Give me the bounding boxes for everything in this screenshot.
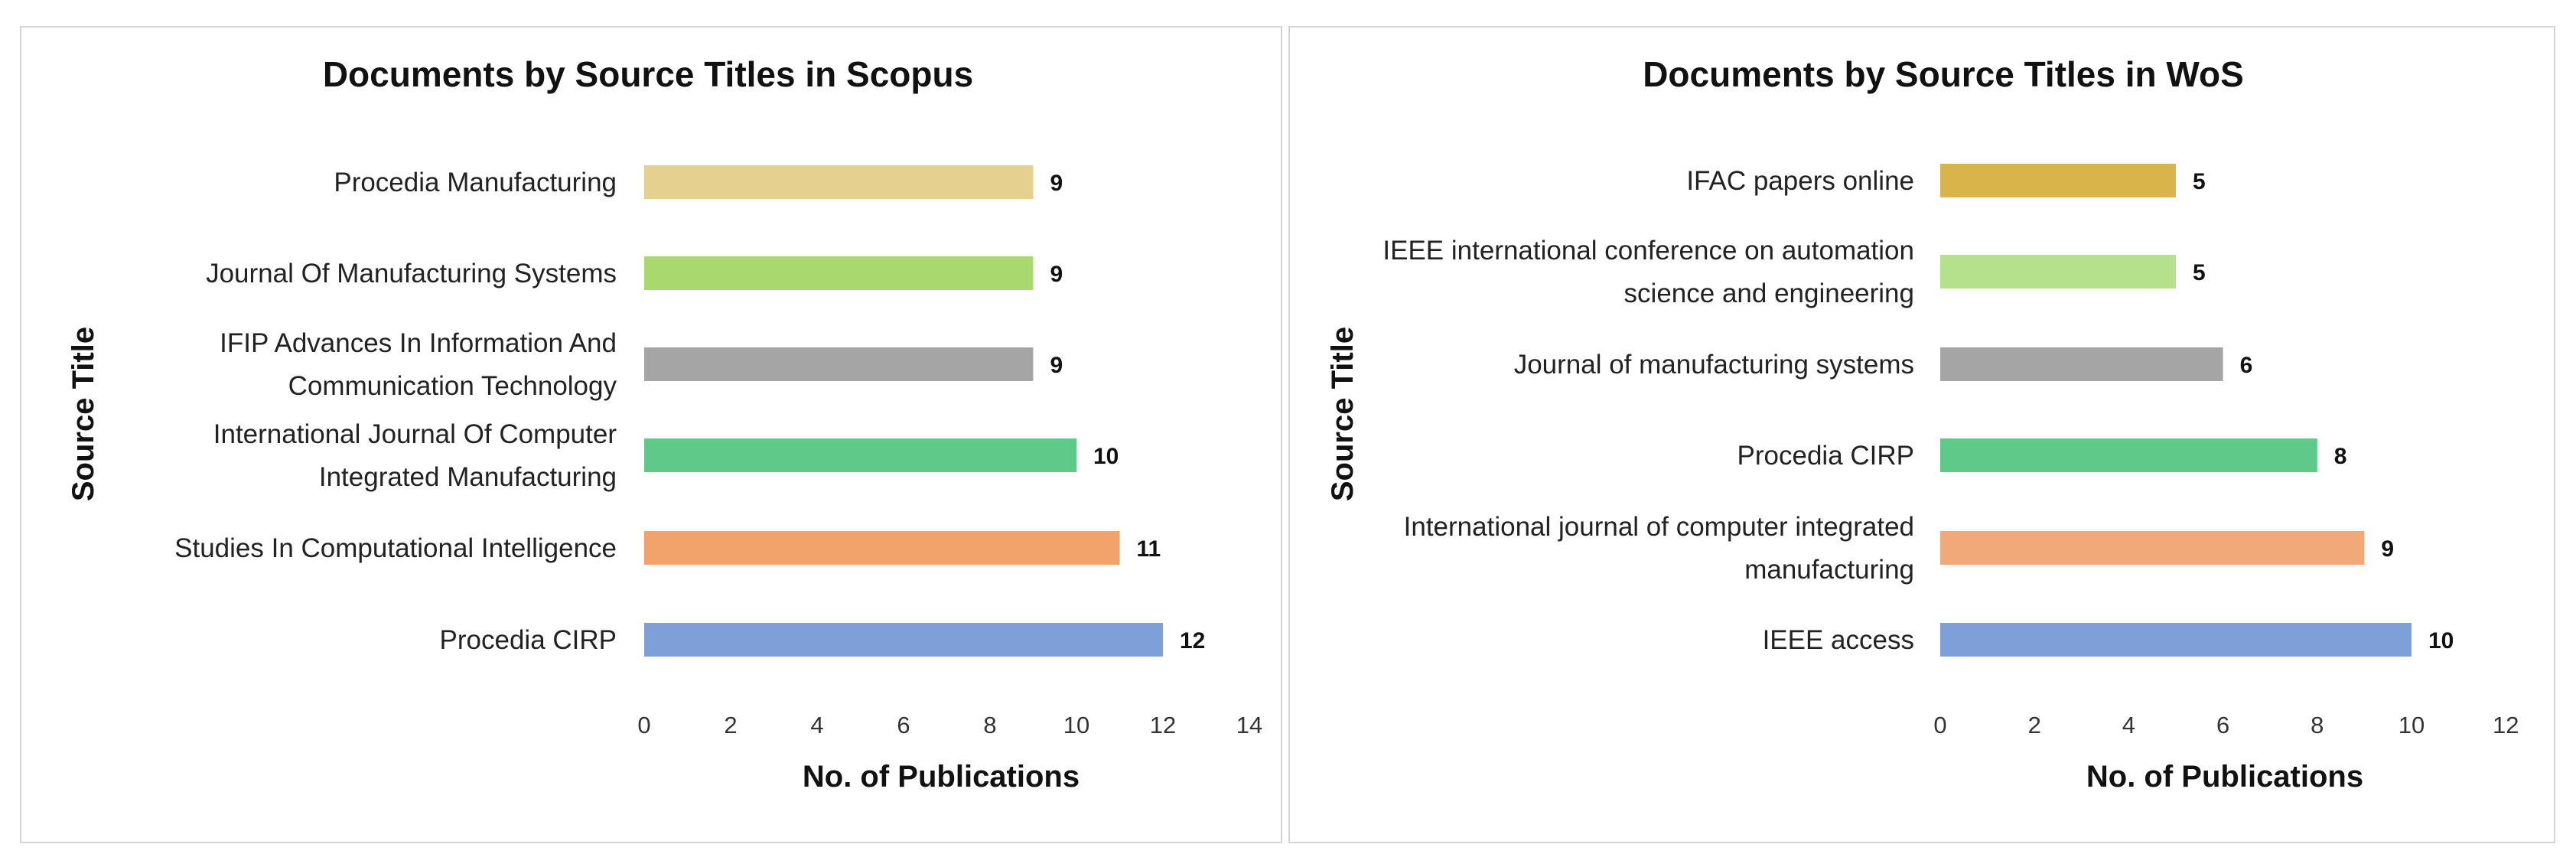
scopus-bar [644,256,1034,290]
wos-x-tick-label: 6 [2216,712,2229,738]
scopus-bar [644,347,1034,381]
scopus-x-tick-label: 12 [1150,712,1176,738]
wos-bar-value-label: 5 [2193,260,2206,285]
scopus-bar-value-label: 9 [1050,353,1063,378]
scopus-chart-panel [20,26,1282,843]
scopus-bar-value-label: 9 [1050,171,1063,196]
wos-chart-title: Documents by Source Titles in WoS [1643,54,2244,94]
scopus-x-tick-label: 4 [810,712,823,738]
scopus-category-label: Procedia CIRP [440,625,617,655]
wos-x-tick-label: 2 [2028,712,2041,738]
scopus-chart-title: Documents by Source Titles in Scopus [323,54,973,94]
wos-bar-value-label: 10 [2428,628,2454,654]
scopus-bar [644,438,1076,472]
wos-x-tick-label: 12 [2493,712,2519,738]
wos-category-label: IEEE international conference on automat… [1382,236,1914,308]
wos-y-axis-label: Source Title [1326,327,1360,501]
wos-bar [1940,623,2412,657]
wos-bar-value-label: 6 [2240,353,2253,378]
scopus-bar-value-label: 9 [1050,262,1063,287]
wos-x-tick-label: 0 [1933,712,1946,738]
wos-bar [1940,255,2176,288]
scopus-category-label: Studies In Computational Intelligence [174,533,617,563]
scopus-category-label: Procedia Manufacturing [334,168,617,197]
scopus-bar [644,623,1163,657]
wos-x-tick-label: 8 [2311,712,2324,738]
scopus-bar [644,165,1034,199]
scopus-category-label: IFIP Advances In Information And Communic… [220,328,617,401]
scopus-x-tick-label: 14 [1236,712,1262,738]
wos-category-label: Procedia CIRP [1737,441,1914,471]
wos-bar-value-label: 5 [2193,169,2206,194]
scopus-chart-marks: 0 2 4 6 8 10 12 14 9 Procedia Manufacturing 9 Journ… [174,165,1262,738]
wos-category-label: International journal of computer integr… [1404,512,1914,585]
scopus-x-tick-label: 2 [724,712,737,738]
scopus-category-label: International Journal Of Computer Integra… [213,419,617,492]
wos-x-axis-label: No. of Publications [2086,760,2363,794]
scopus-x-tick-label: 10 [1063,712,1089,738]
wos-x-tick-label: 4 [2122,712,2135,738]
wos-bar [1940,531,2365,565]
scopus-bar [644,531,1120,565]
wos-category-label: IEEE access [1763,625,1914,655]
wos-bar [1940,164,2176,197]
scopus-x-tick-label: 0 [637,712,650,738]
scopus-category-label: Journal Of Manufacturing Systems [206,259,617,288]
wos-bar-value-label: 8 [2334,444,2347,469]
wos-category-label: IFAC papers online [1686,166,1914,196]
wos-chart-marks: 0 2 4 6 8 10 12 5 IFAC papers online 5 IEEE intern… [1382,164,2519,738]
scopus-bar-value-label: 10 [1093,444,1119,469]
wos-chart-panel [1288,26,2555,843]
scopus-bar-value-label: 12 [1180,628,1205,654]
wos-category-label: Journal of manufacturing systems [1514,350,1914,380]
wos-bar [1940,347,2223,381]
scopus-y-axis-label: Source Title [67,327,100,501]
scopus-x-tick-label: 8 [983,712,996,738]
scopus-x-axis-label: No. of Publications [803,760,1080,794]
scopus-bar-value-label: 11 [1137,536,1161,562]
wos-bar-value-label: 9 [2381,536,2394,562]
wos-x-tick-label: 10 [2399,712,2425,738]
wos-bar [1940,438,2317,472]
scopus-x-tick-label: 6 [897,712,910,738]
